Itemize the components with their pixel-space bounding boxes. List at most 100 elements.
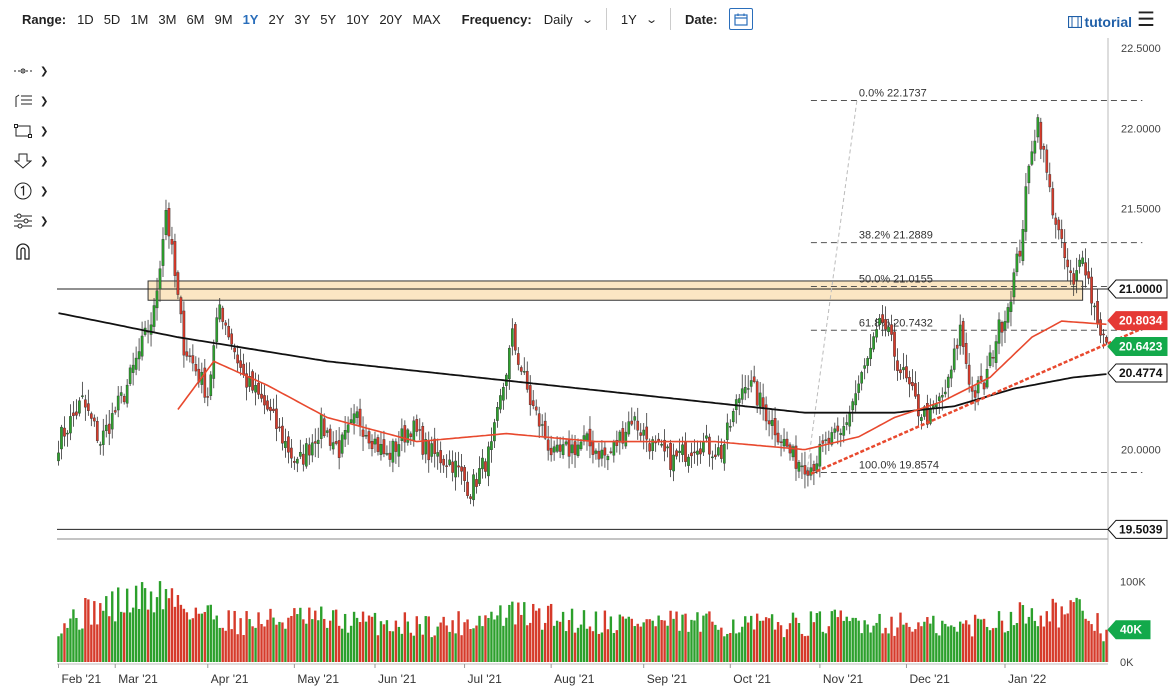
- range-button-9m[interactable]: 9M: [214, 11, 233, 27]
- uptrend-line: [810, 316, 1167, 475]
- frequency-dropdown[interactable]: Daily ⌄: [544, 12, 594, 27]
- range-button-1d[interactable]: 1D: [77, 11, 94, 27]
- calendar-button[interactable]: [729, 8, 754, 30]
- volume-bar: [448, 631, 451, 662]
- volume-bar: [93, 601, 96, 662]
- volume-bar: [672, 618, 675, 662]
- candle-body: [985, 369, 989, 388]
- number-one-tool[interactable]: ❯: [14, 176, 54, 206]
- volume-bar: [732, 619, 735, 662]
- candle-body: [346, 424, 350, 433]
- candle-body: [519, 367, 523, 372]
- candle-body: [881, 314, 884, 323]
- range-button-3m[interactable]: 3M: [158, 11, 177, 27]
- volume-bar: [546, 605, 550, 662]
- date-label: Date:: [684, 11, 718, 27]
- candle-body: [663, 439, 666, 452]
- volume-bar: [75, 617, 78, 662]
- candle-body: [949, 369, 953, 379]
- range-buttons: 1D 5D 1M 3M 6M 9M 1Y 2Y 3Y 5Y 10Y 20Y MAX: [72, 12, 446, 27]
- candle-body: [558, 444, 562, 452]
- volume-bar: [215, 615, 218, 662]
- candle-body: [672, 454, 675, 472]
- candle-body: [290, 447, 293, 459]
- candle-body: [660, 443, 663, 446]
- volume-bar: [1066, 613, 1069, 662]
- volume-bar: [152, 612, 156, 662]
- volume-bar: [478, 615, 481, 662]
- candle-body: [313, 441, 317, 444]
- chevron-right-icon: ❯: [40, 125, 49, 137]
- rectangle-tool[interactable]: ❯: [14, 116, 54, 146]
- candle-body: [540, 424, 544, 426]
- volume-bar: [200, 613, 204, 662]
- volume-bar: [585, 628, 589, 662]
- candle-body: [478, 468, 481, 484]
- volume-bar: [761, 620, 765, 662]
- range-button-1y[interactable]: 1Y: [242, 11, 259, 27]
- volume-bar: [645, 619, 648, 662]
- candle-body: [1087, 271, 1090, 279]
- range-button-max[interactable]: MAX: [412, 11, 441, 27]
- candle-body: [839, 432, 843, 436]
- volume-bar: [723, 636, 726, 662]
- candle-body: [505, 374, 508, 386]
- volume-bar: [564, 631, 568, 662]
- volume-bar: [406, 621, 410, 662]
- crosshair-tool[interactable]: ❯: [14, 56, 54, 86]
- line-list-tool[interactable]: ❯: [14, 86, 54, 116]
- range-button-5d[interactable]: 5D: [103, 11, 121, 27]
- hamburger-menu-icon[interactable]: ☰: [1137, 9, 1155, 31]
- range-button-10y[interactable]: 10Y: [346, 11, 370, 27]
- magnet-tool[interactable]: [14, 236, 54, 266]
- volume-bar: [923, 621, 926, 662]
- range-button-3y[interactable]: 3Y: [294, 11, 311, 27]
- volume-bar: [260, 624, 263, 662]
- arrow-down-tool[interactable]: ❯: [14, 146, 54, 176]
- volume-bar: [666, 625, 669, 662]
- volume-group: [57, 581, 1108, 662]
- volume-bar: [284, 628, 287, 662]
- candle-body: [415, 419, 419, 432]
- volume-bar: [976, 618, 980, 662]
- range-button-20y[interactable]: 20Y: [379, 11, 403, 27]
- candle-body: [376, 437, 380, 452]
- volume-bar: [176, 595, 180, 662]
- candle-body: [1027, 165, 1031, 184]
- candle-body: [525, 370, 529, 390]
- candle-body: [140, 335, 144, 357]
- tutorial-link[interactable]: tutorial: [1067, 14, 1132, 30]
- candle-body: [743, 387, 747, 394]
- candle-body: [358, 408, 362, 427]
- volume-bar: [484, 615, 487, 662]
- volume-bar: [785, 629, 789, 662]
- candle-body: [914, 383, 917, 397]
- range-button-2y[interactable]: 2Y: [268, 11, 285, 27]
- candle-body: [728, 426, 732, 428]
- candle-body: [508, 347, 511, 380]
- candle-body: [576, 444, 580, 457]
- volume-bar: [929, 623, 932, 662]
- volume-bar: [102, 610, 105, 662]
- volume-bar: [466, 619, 469, 662]
- volume-bar: [973, 614, 977, 662]
- range-button-6m[interactable]: 6M: [186, 11, 205, 27]
- candle-body: [460, 466, 463, 472]
- fib-level-label: 50.0% 21.0155: [859, 274, 933, 286]
- candle-body: [1021, 229, 1025, 261]
- volume-bar: [227, 610, 230, 662]
- settings-tool[interactable]: ❯: [14, 206, 54, 236]
- candle-body: [254, 385, 257, 393]
- candle-body: [400, 428, 404, 441]
- volume-bar: [158, 581, 162, 662]
- range-button-1m[interactable]: 1M: [130, 11, 149, 27]
- candle-body: [84, 399, 87, 408]
- period-dropdown[interactable]: 1Y ⌄: [621, 12, 658, 27]
- candle-body: [343, 430, 347, 440]
- range-button-5y[interactable]: 5Y: [320, 11, 337, 27]
- volume-bar: [143, 588, 147, 662]
- volume-bar: [654, 626, 657, 662]
- volume-bar: [472, 628, 475, 662]
- volume-bar: [105, 596, 108, 662]
- volume-bar: [612, 633, 616, 662]
